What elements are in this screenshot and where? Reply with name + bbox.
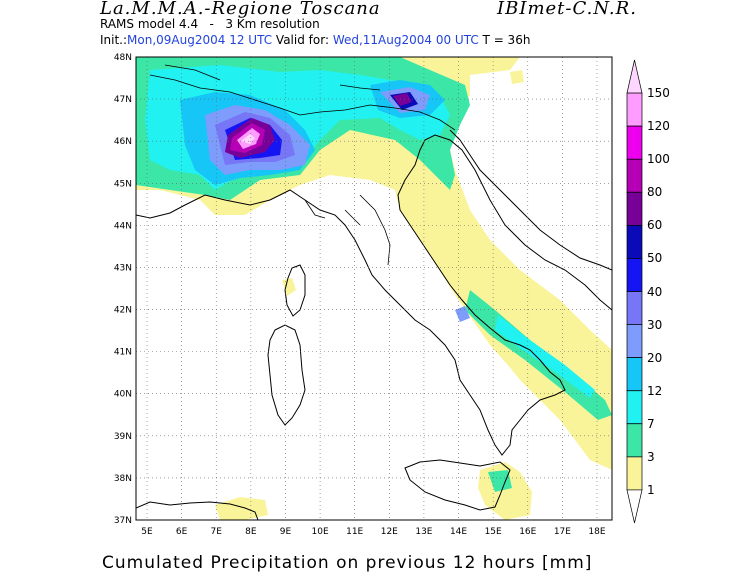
legend-level-label: 12 — [647, 383, 663, 398]
lon-tick-label: 12E — [381, 527, 398, 537]
lon-tick-label: 5E — [141, 527, 153, 537]
lon-tick-label: 9E — [280, 527, 292, 537]
legend-swatch — [626, 324, 643, 358]
legend-level-label: 100 — [647, 152, 670, 167]
legend-level-label: 150 — [647, 86, 670, 101]
precip-area-sicily-moderate — [488, 470, 512, 492]
title-left: La.M.M.A.-Regione Toscana — [100, 0, 381, 19]
lat-tick-label: 44N — [114, 221, 132, 231]
legend-swatch — [626, 59, 643, 94]
legend-swatch — [626, 357, 643, 392]
legend-swatch — [626, 390, 643, 425]
title-right: IBImet-C.N.R. — [497, 0, 637, 19]
legend-swatch — [626, 258, 643, 292]
precip-area-veneto-60 — [393, 93, 412, 106]
legend-swatch — [626, 125, 643, 160]
valid-label: Valid for: — [275, 33, 329, 47]
lon-tick-label: 6E — [176, 527, 188, 537]
lon-tick-label: 15E — [485, 527, 502, 537]
lon-tick-label: 10E — [312, 527, 329, 537]
lat-tick-label: 41N — [114, 348, 132, 358]
legend-level-label: 50 — [647, 251, 663, 266]
axis-labels: 48N 47N 46N 45N 44N 43N 42N 41N 40N 39N 38N 37N 5E 6E… — [114, 53, 606, 537]
legend-level-label: 30 — [647, 317, 663, 332]
legend-swatch — [626, 92, 643, 127]
legend-level-label: 40 — [647, 284, 663, 299]
legend-level-label: 80 — [647, 185, 663, 200]
lat-tick-label: 48N — [114, 53, 132, 63]
border-alps — [149, 64, 456, 266]
lat-tick-label: 47N — [114, 95, 132, 105]
legend-level-label: 120 — [647, 119, 670, 134]
legend-swatch — [626, 191, 643, 226]
lon-tick-label: 18E — [588, 527, 605, 537]
lon-tick-label: 14E — [450, 527, 467, 537]
init-value: Mon,09Aug2004 12 UTC — [127, 33, 273, 47]
legend-level-label: 60 — [647, 218, 663, 233]
legend-swatch — [626, 489, 643, 524]
forecast-step: T = 36h — [482, 33, 531, 47]
lon-tick-label: 17E — [554, 527, 571, 537]
lon-tick-label: 11E — [346, 527, 363, 537]
lon-tick-label: 7E — [211, 527, 223, 537]
legend-level-label: 1 — [647, 482, 655, 497]
lat-tick-label: 40N — [114, 390, 132, 400]
lat-tick-label: 42N — [114, 306, 132, 316]
color-legend — [626, 59, 643, 524]
legend-swatch — [626, 225, 643, 259]
lat-tick-label: 39N — [114, 432, 132, 442]
precip-area-north-spot — [510, 70, 524, 84]
coastline-italy — [136, 134, 612, 456]
legend-swatch — [626, 423, 643, 458]
legend-level-label: 20 — [647, 350, 663, 365]
lat-tick-label: 38N — [114, 474, 132, 484]
valid-value: Wed,11Aug2004 00 UTC — [332, 33, 479, 47]
plot-frame — [135, 56, 613, 521]
precip-area-piedmont-150 — [241, 134, 255, 144]
legend-swatch — [626, 158, 643, 193]
run-info: Init.:Mon,09Aug2004 12 UTC Valid for: We… — [100, 33, 530, 47]
coastline-tunisia — [136, 501, 259, 520]
legend-level-label: 3 — [647, 449, 655, 464]
lat-tick-label: 37N — [114, 516, 132, 526]
lon-tick-label: 13E — [415, 527, 432, 537]
coastline-balkans — [449, 129, 612, 271]
lon-tick-label: 8E — [245, 527, 257, 537]
precip-field — [136, 57, 612, 520]
legend-level-label: 7 — [647, 416, 655, 431]
lat-tick-label: 43N — [114, 263, 132, 273]
precip-area-adriatic-cyan — [495, 315, 595, 398]
precip-area-tunisia — [215, 497, 268, 520]
legend-swatch — [626, 456, 643, 491]
init-label: Init.: — [100, 33, 128, 47]
coastline-sardinia — [267, 324, 306, 426]
map-caption: Cumulated Precipitation on previous 12 h… — [102, 553, 593, 573]
lon-tick-label: 16E — [519, 527, 536, 537]
legend-swatch — [626, 291, 643, 325]
lat-tick-label: 45N — [114, 179, 132, 189]
coastline-sicily — [404, 459, 511, 511]
lat-tick-label: 46N — [114, 137, 132, 147]
coastline-corsica — [284, 264, 306, 317]
precip-area-sardinia-spot — [282, 278, 296, 296]
model-line: RAMS model 4.4 - 3 Km resolution — [100, 17, 320, 31]
